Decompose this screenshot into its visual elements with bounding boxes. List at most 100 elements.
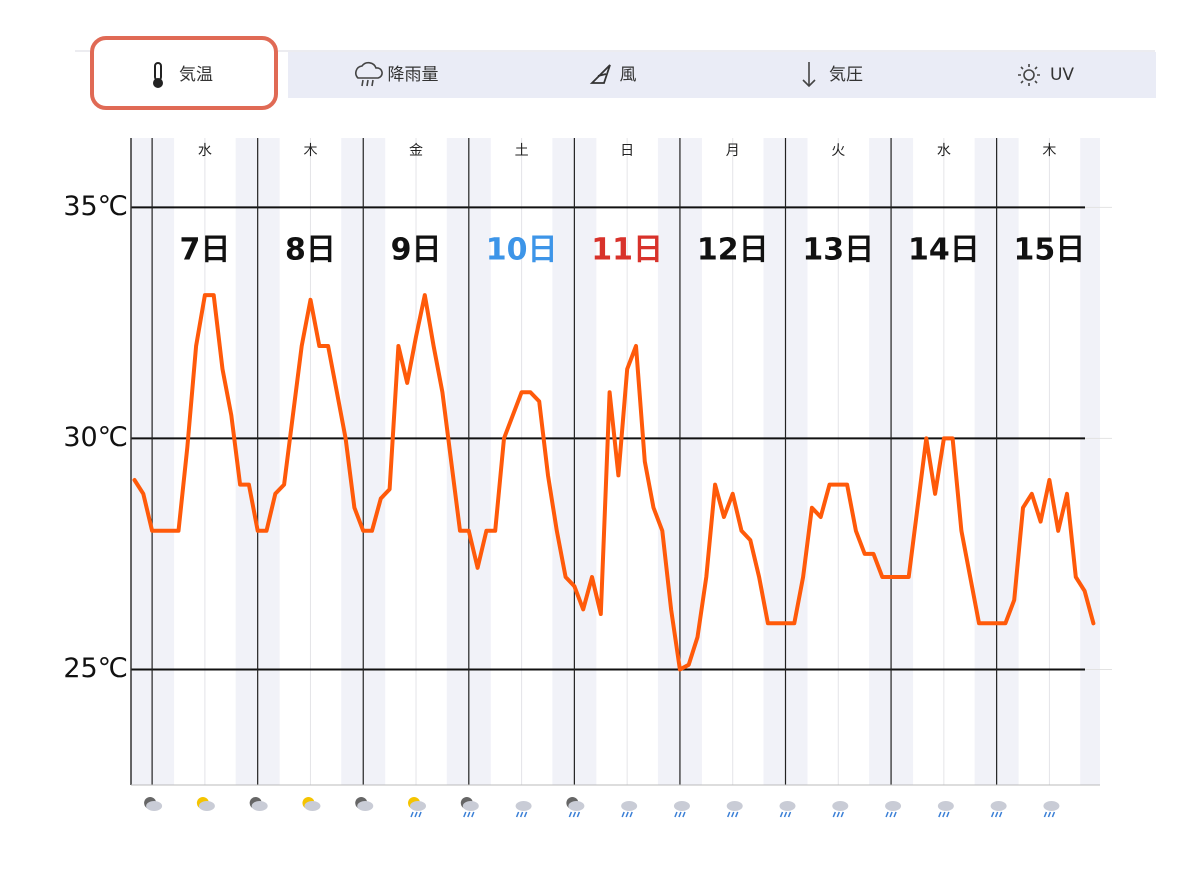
weather-icon xyxy=(355,797,374,811)
tab-label[interactable]: 降雨量 xyxy=(388,65,439,85)
rain-drop xyxy=(1051,811,1056,818)
weather-icon xyxy=(937,801,954,818)
rain-drop xyxy=(779,811,784,818)
weather-icon xyxy=(515,801,532,818)
rain-drop xyxy=(576,811,581,818)
weekday-label: 土 xyxy=(515,143,529,159)
date-label: 12日 xyxy=(697,233,769,268)
rain-drop xyxy=(994,811,999,818)
weather-icon xyxy=(832,801,849,818)
cloud xyxy=(198,801,215,811)
tab-label[interactable]: 気温 xyxy=(179,65,213,85)
rain-drop xyxy=(678,811,682,818)
rain-drop xyxy=(946,811,950,818)
tab-label[interactable]: 気圧 xyxy=(829,65,863,85)
cloud xyxy=(304,801,321,811)
date-label: 15日 xyxy=(1014,233,1086,268)
weekday-label: 木 xyxy=(303,143,317,159)
weekday-label: 火 xyxy=(831,143,845,159)
tab-label[interactable]: UV xyxy=(1050,65,1074,85)
cloud xyxy=(410,801,427,811)
rain-drop xyxy=(885,811,889,818)
rain-drop xyxy=(515,811,520,818)
rain-drop xyxy=(727,811,731,818)
rain-drop xyxy=(938,811,942,818)
date-label: 9日 xyxy=(391,233,442,268)
wind-icon xyxy=(589,64,611,84)
rain-drop xyxy=(836,811,840,818)
cloud xyxy=(832,801,849,811)
cloud xyxy=(515,801,532,811)
date-label: 10日 xyxy=(486,233,558,268)
rain-drop xyxy=(674,811,678,818)
weather-icon xyxy=(566,797,585,818)
date-label: 13日 xyxy=(802,233,874,268)
weather-icon xyxy=(885,801,902,818)
rain-drop xyxy=(418,811,422,818)
rain-drop xyxy=(990,811,995,818)
rain-drop xyxy=(787,811,792,818)
cloud xyxy=(146,801,163,811)
cloud xyxy=(462,801,479,811)
rain-drop xyxy=(621,811,625,818)
weather-icon xyxy=(726,801,743,818)
date-label: 8日 xyxy=(285,233,336,268)
rain-drop xyxy=(523,811,528,818)
weekday-label: 木 xyxy=(1042,143,1056,159)
weather-icon xyxy=(302,797,321,811)
rain-drop xyxy=(735,811,739,818)
weather-icon xyxy=(1043,801,1060,818)
weather-icon xyxy=(196,797,215,811)
rain-drop xyxy=(629,811,633,818)
cloud xyxy=(726,801,743,811)
weather-icon xyxy=(779,801,796,818)
rain-drop xyxy=(410,811,414,818)
temperature-line xyxy=(132,293,1096,672)
uv-icon xyxy=(1018,64,1040,86)
y-tick-label: 35℃ xyxy=(63,191,128,222)
cloud xyxy=(779,801,796,811)
rain-drop xyxy=(942,811,946,818)
selected-tab-outline[interactable] xyxy=(90,36,278,110)
rain-drop xyxy=(568,811,573,818)
rain-drop xyxy=(1043,811,1048,818)
tab-bar xyxy=(288,52,1156,98)
rain-drop xyxy=(893,811,897,818)
rain-drop xyxy=(731,811,735,818)
cloud xyxy=(885,801,902,811)
rain-drop xyxy=(572,811,577,818)
rain-drop xyxy=(682,811,686,818)
weather-icon xyxy=(144,797,163,811)
cloud xyxy=(621,801,638,811)
weather-icon xyxy=(621,801,638,818)
y-tick-label: 25℃ xyxy=(63,653,128,684)
rain-drop xyxy=(1047,811,1052,818)
date-label: 14日 xyxy=(908,233,980,268)
rain-drop xyxy=(998,811,1003,818)
pressure-icon xyxy=(802,62,816,88)
weather-icon xyxy=(673,801,690,818)
weather-icon xyxy=(990,801,1007,818)
y-tick-label: 30℃ xyxy=(63,422,128,453)
rain-drop xyxy=(840,811,844,818)
rain-drop xyxy=(889,811,893,818)
cloud xyxy=(568,801,585,811)
rain-drop xyxy=(463,811,467,818)
rain-drop xyxy=(467,811,471,818)
weather-icon xyxy=(249,797,268,811)
cloud xyxy=(251,801,268,811)
cloud xyxy=(673,801,690,811)
rain-drop xyxy=(519,811,524,818)
weekday-label: 月 xyxy=(726,143,740,159)
rain-drop xyxy=(471,811,475,818)
cloud xyxy=(937,801,954,811)
weather-icon xyxy=(408,797,427,818)
weekday-label: 金 xyxy=(409,143,423,159)
weekday-label: 日 xyxy=(620,143,634,159)
rain-drop xyxy=(414,811,418,818)
weather-icon xyxy=(460,797,479,818)
weekday-label: 水 xyxy=(198,143,212,159)
tab-label[interactable]: 風 xyxy=(620,65,637,85)
rain-drop xyxy=(783,811,788,818)
